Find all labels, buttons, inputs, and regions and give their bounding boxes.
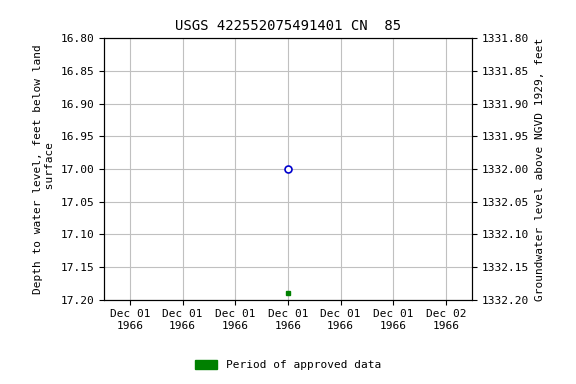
Title: USGS 422552075491401 CN  85: USGS 422552075491401 CN 85 bbox=[175, 19, 401, 33]
Legend: Period of approved data: Period of approved data bbox=[191, 355, 385, 375]
Y-axis label: Groundwater level above NGVD 1929, feet: Groundwater level above NGVD 1929, feet bbox=[535, 37, 545, 301]
Y-axis label: Depth to water level, feet below land
 surface: Depth to water level, feet below land su… bbox=[33, 44, 55, 294]
